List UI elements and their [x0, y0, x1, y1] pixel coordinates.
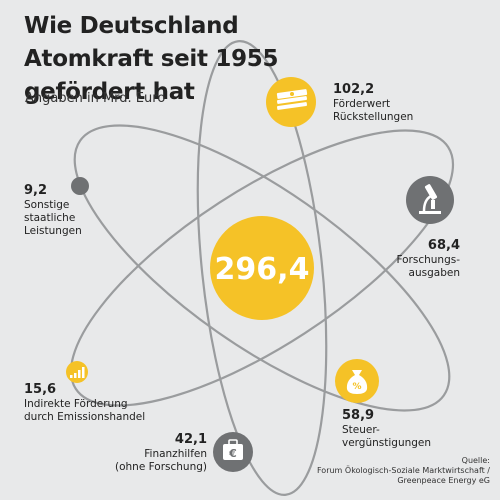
- bar-chart-icon: [66, 361, 88, 383]
- item-label: Forschungs- ausgaben: [396, 254, 460, 279]
- orbit-descending: [73, 124, 451, 412]
- page-title: Wie Deutschland Atomkraft seit 1955 gefö…: [24, 13, 279, 105]
- item-label: Förderwert Rückstellungen: [333, 98, 414, 123]
- euro-briefcase-icon: €: [213, 432, 253, 472]
- item-label: Sonstige staatliche Leistungen: [24, 199, 82, 237]
- orbit-vertical: [196, 40, 328, 496]
- nucleus: [210, 216, 314, 320]
- item-emissionshandel: 15,6 Indirekte Förderung durch Emissions…: [24, 382, 145, 424]
- item-value: 9,2: [24, 183, 48, 198]
- money-bag-percent-icon: %: [335, 359, 379, 403]
- microscope-icon: [406, 176, 454, 224]
- item-sonstige: 9,2 Sonstige staatliche Leistungen: [24, 183, 82, 238]
- source-note: Quelle: Forum Ökologisch-Soziale Marktwi…: [316, 456, 490, 485]
- item-value: 15,6: [24, 382, 57, 397]
- item-label: Finanzhilfen (ohne Forschung): [114, 448, 207, 473]
- item-finanzhilfen: 42,1 Finanzhilfen (ohne Forschung): [100, 432, 207, 474]
- item-value: 102,2: [333, 82, 375, 97]
- item-value: 58,9: [342, 408, 375, 423]
- item-steuer: 58,9 Steuer- vergünstigungen: [342, 408, 431, 450]
- money-stack-icon: [266, 77, 316, 127]
- orbit-ellipses: [69, 40, 455, 496]
- dot-icon: [71, 177, 89, 195]
- item-forschung: 68,4 Forschungs- ausgaben: [370, 238, 460, 280]
- subtitle: Angaben in Mrd. Euro: [25, 91, 166, 106]
- item-value: 42,1: [174, 432, 207, 447]
- item-label: Indirekte Förderung durch Emissionshande…: [24, 398, 146, 423]
- svg-text:€: €: [228, 447, 237, 460]
- item-label: Steuer- vergünstigungen: [342, 424, 432, 449]
- item-ruckstellungen: 102,2 Förderwert Rückstellungen: [333, 82, 413, 124]
- item-value: 68,4: [427, 238, 460, 253]
- orbit-ascending: [69, 129, 455, 407]
- svg-text:%: %: [352, 382, 361, 392]
